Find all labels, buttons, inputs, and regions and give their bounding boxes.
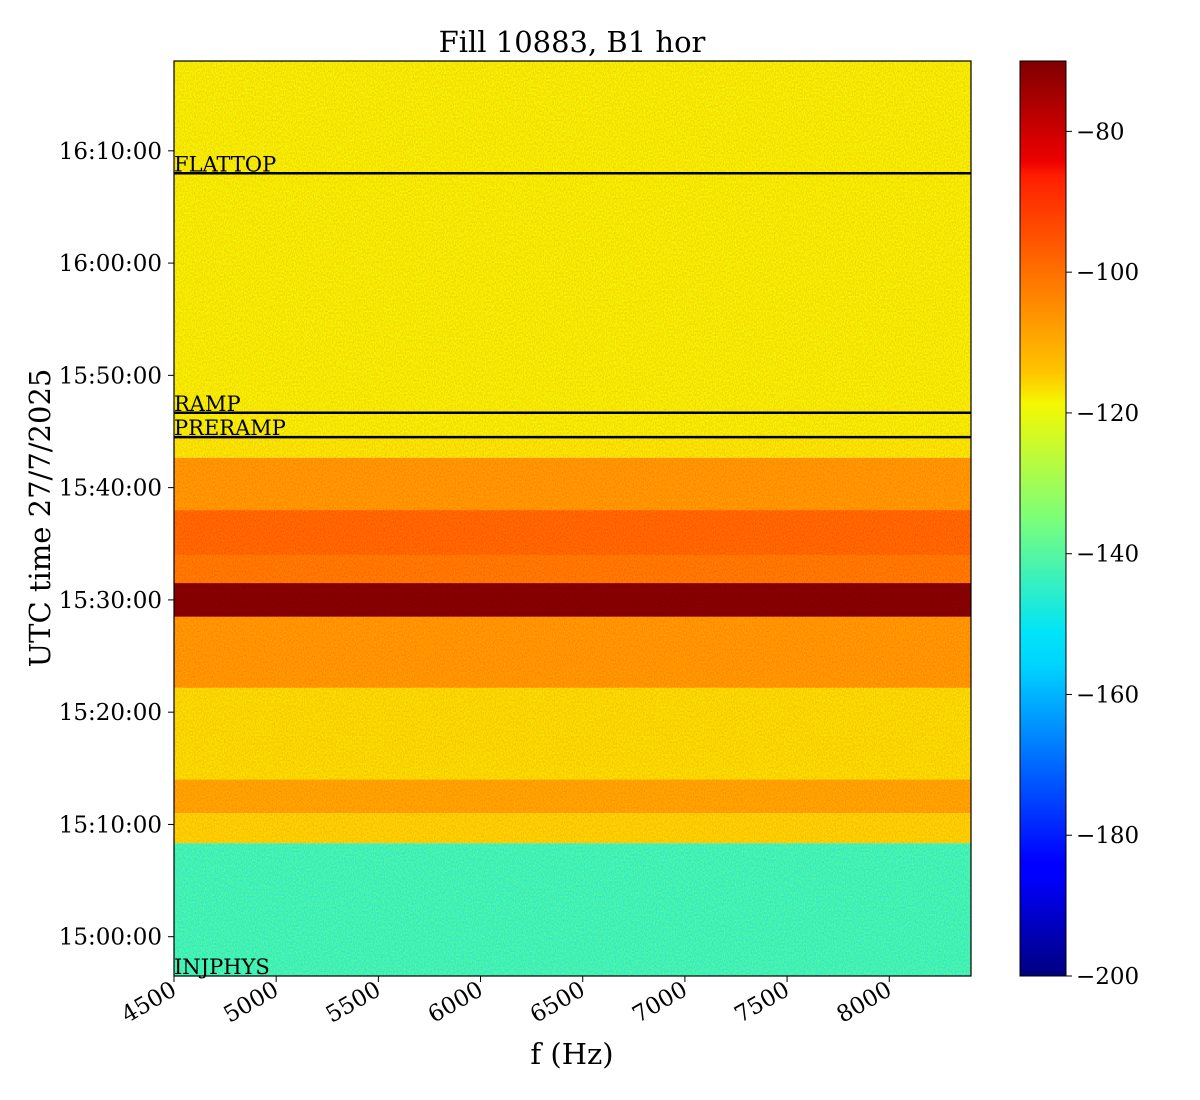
y-tick-label: 15:10:00 — [59, 812, 162, 838]
plot-area — [174, 61, 971, 976]
y-tick-label: 15:40:00 — [59, 476, 162, 502]
colorbar-gradient — [1019, 60, 1067, 977]
colorbar-tick-label: −100 — [1076, 260, 1139, 286]
phase-marker-label: RAMP — [174, 392, 241, 416]
phase-marker-label: INJPHYS — [174, 955, 270, 979]
y-tick-label: 15:20:00 — [59, 700, 162, 726]
x-axis-label: f (Hz) — [530, 1037, 613, 1071]
y-axis-label: UTC time 27/7/2025 — [23, 369, 57, 668]
colorbar-tick-label: −140 — [1076, 542, 1139, 568]
x-tick-label: 6500 — [526, 977, 590, 1029]
chart-title: Fill 10883, B1 hor — [439, 25, 706, 59]
band-noise-texture — [174, 687, 971, 780]
band-noise-texture — [174, 583, 971, 617]
band-noise-texture — [174, 779, 971, 814]
x-tick-label: 5000 — [219, 977, 283, 1029]
x-tick-label: 7500 — [730, 977, 794, 1029]
phase-marker-label: FLATTOP — [174, 152, 276, 176]
band-noise-texture — [174, 457, 971, 511]
y-tick-label: 15:30:00 — [59, 588, 162, 614]
x-tick-label: 7000 — [628, 977, 692, 1029]
colorbar-ticks: −80 −100 −120 −140 −160 −180 −200 — [1066, 119, 1139, 990]
y-tick-label: 16:10:00 — [59, 139, 162, 165]
band-noise-texture — [174, 554, 971, 584]
phase-marker-label: PRERAMP — [174, 416, 286, 440]
colorbar-tick-label: −120 — [1076, 401, 1139, 427]
band-noise-texture — [174, 813, 971, 844]
y-tick-label: 15:00:00 — [59, 925, 162, 951]
colorbar-tick-label: −200 — [1076, 964, 1139, 990]
x-axis: 4500 5000 5500 6000 6500 7000 7500 8000 — [117, 976, 896, 1028]
x-tick-label: 8000 — [833, 977, 897, 1029]
x-tick-label: 5500 — [322, 977, 386, 1029]
colorbar-tick-label: −180 — [1076, 823, 1139, 849]
colorbar-tick-label: −80 — [1076, 119, 1125, 145]
x-tick-label: 6000 — [424, 977, 488, 1029]
band-noise-texture — [174, 843, 971, 976]
phase-marker-layer — [174, 172, 971, 439]
texture-layer — [174, 61, 971, 976]
colorbar-tick-label: −160 — [1076, 682, 1139, 708]
band-noise-texture — [174, 61, 971, 438]
y-axis: 15:00:00 15:10:00 15:20:00 15:30:00 15:40:00… — [59, 139, 174, 951]
band-noise-texture — [174, 510, 971, 555]
y-tick-label: 16:00:00 — [59, 251, 162, 277]
plot-frame — [173, 60, 972, 977]
colorbar: −80 −100 −120 −140 −160 −180 −200 — [1019, 60, 1139, 990]
x-tick-label: 4500 — [117, 977, 181, 1029]
y-tick-label: 15:50:00 — [59, 363, 162, 389]
band-noise-texture — [174, 616, 971, 688]
band-noise-texture — [174, 437, 971, 458]
